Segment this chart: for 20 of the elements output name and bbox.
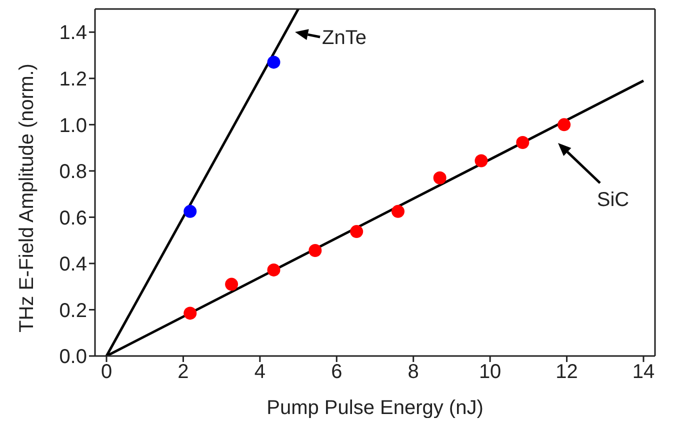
x-tick-label: 8 xyxy=(408,361,419,384)
y-axis-title: THz E-Field Amplitude (norm.) xyxy=(16,64,38,332)
y-tick-label: 1.2 xyxy=(59,68,87,90)
x-tick-label: 6 xyxy=(331,361,342,384)
y-tick-label: 0.2 xyxy=(59,300,87,322)
y-tick-label: 0.4 xyxy=(59,254,87,276)
x-tick-label: 14 xyxy=(632,361,655,384)
x-axis-title: Pump Pulse Energy (nJ) xyxy=(266,397,484,419)
y-tick-label: 1.0 xyxy=(59,114,87,137)
x-tick-label: 0 xyxy=(100,361,112,384)
y-tick-label: 0.8 xyxy=(59,161,87,184)
y-tick-label: 0.6 xyxy=(59,207,87,230)
y-tick-label: 0.0 xyxy=(59,346,87,368)
annotation: ZnTe xyxy=(322,27,366,49)
x-tick-label: 4 xyxy=(254,361,266,384)
x-tick-label: 10 xyxy=(478,361,502,384)
y-tick-label: 1.4 xyxy=(59,22,87,44)
x-tick-label: 2 xyxy=(178,361,189,384)
annotation: SiC xyxy=(596,189,630,211)
x-tick-label: 12 xyxy=(556,361,578,384)
